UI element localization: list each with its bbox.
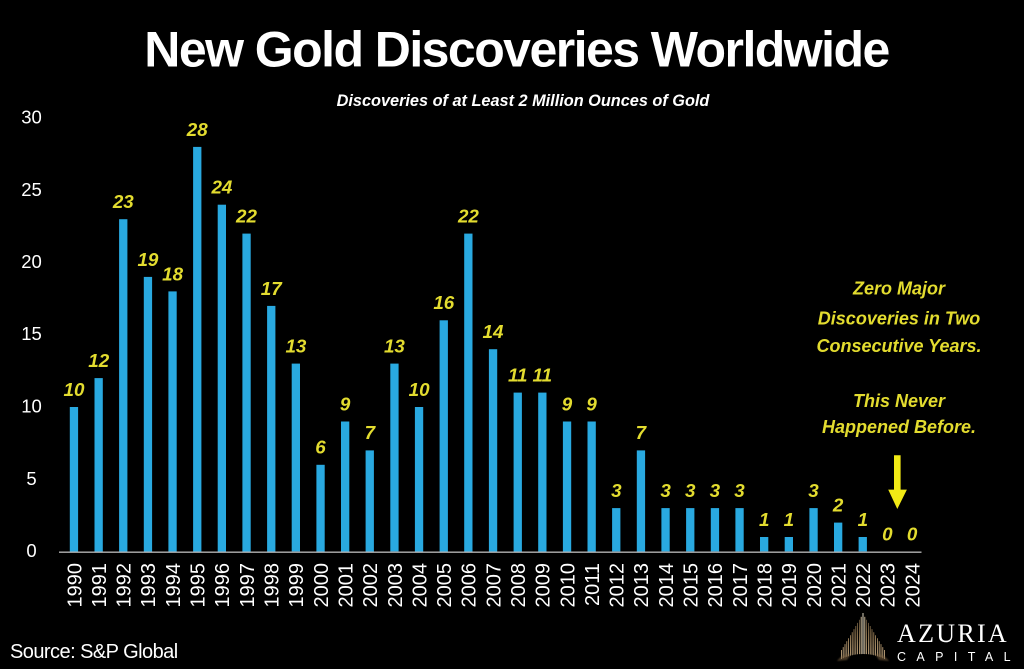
svg-text:AZURIA: AZURIA: [897, 619, 1009, 648]
svg-text:19: 19: [137, 249, 158, 270]
svg-text:1996: 1996: [212, 563, 234, 608]
svg-text:2012: 2012: [607, 563, 629, 608]
svg-text:2023: 2023: [878, 563, 900, 608]
svg-text:Happened Before.: Happened Before.: [822, 417, 976, 437]
svg-text:1994: 1994: [163, 563, 185, 608]
svg-text:This Never: This Never: [853, 391, 946, 411]
svg-text:3: 3: [710, 480, 721, 501]
svg-text:9: 9: [562, 393, 573, 414]
svg-text:1993: 1993: [138, 563, 160, 608]
svg-text:3: 3: [734, 480, 745, 501]
svg-text:2003: 2003: [385, 563, 407, 608]
svg-text:7: 7: [636, 422, 648, 443]
svg-text:1: 1: [759, 509, 769, 530]
svg-text:2002: 2002: [360, 563, 382, 608]
svg-text:2000: 2000: [311, 563, 333, 608]
svg-text:0: 0: [882, 523, 893, 544]
svg-text:Discoveries in Two: Discoveries in Two: [818, 309, 980, 329]
svg-text:15: 15: [21, 323, 42, 344]
svg-text:1995: 1995: [188, 563, 210, 608]
svg-text:1997: 1997: [237, 563, 259, 608]
svg-text:13: 13: [285, 336, 306, 357]
svg-text:30: 30: [21, 107, 42, 128]
svg-text:3: 3: [685, 480, 696, 501]
svg-text:7: 7: [365, 422, 377, 443]
svg-text:2017: 2017: [730, 563, 752, 608]
svg-text:10: 10: [409, 379, 430, 400]
svg-text:5: 5: [26, 468, 36, 489]
svg-text:New Gold Discoveries Worldwide: New Gold Discoveries Worldwide: [144, 22, 889, 78]
svg-text:11: 11: [508, 364, 528, 385]
svg-text:2006: 2006: [459, 563, 481, 608]
svg-text:0: 0: [907, 523, 918, 544]
svg-text:2005: 2005: [434, 563, 456, 608]
svg-text:Source: S&P Global: Source: S&P Global: [10, 641, 178, 663]
svg-text:24: 24: [210, 177, 232, 198]
svg-text:2016: 2016: [705, 563, 727, 608]
svg-text:22: 22: [235, 206, 257, 227]
svg-text:10: 10: [21, 396, 42, 417]
svg-text:25: 25: [21, 179, 42, 200]
svg-text:2007: 2007: [483, 563, 505, 608]
svg-text:12: 12: [88, 350, 109, 371]
svg-text:28: 28: [186, 119, 208, 140]
svg-text:2013: 2013: [631, 563, 653, 608]
svg-text:3: 3: [611, 480, 622, 501]
svg-text:11: 11: [533, 364, 553, 385]
svg-text:2018: 2018: [755, 563, 777, 608]
svg-text:2021: 2021: [828, 563, 850, 608]
svg-text:16: 16: [433, 292, 454, 313]
svg-text:Discoveries of at Least 2 Mill: Discoveries of at Least 2 Million Ounces…: [337, 92, 711, 110]
svg-text:3: 3: [808, 480, 819, 501]
svg-text:23: 23: [112, 191, 134, 212]
svg-text:Zero Major: Zero Major: [852, 279, 946, 299]
svg-text:1991: 1991: [89, 563, 111, 608]
svg-text:9: 9: [586, 393, 597, 414]
svg-text:2: 2: [832, 495, 844, 516]
svg-text:14: 14: [483, 321, 504, 342]
svg-text:1992: 1992: [114, 563, 136, 608]
svg-text:10: 10: [64, 379, 85, 400]
svg-text:0: 0: [26, 540, 36, 561]
svg-text:2020: 2020: [804, 563, 826, 608]
svg-text:1990: 1990: [64, 563, 86, 608]
svg-text:1999: 1999: [286, 563, 308, 608]
svg-text:1998: 1998: [262, 563, 284, 608]
svg-text:2011: 2011: [582, 563, 604, 606]
svg-text:2014: 2014: [656, 563, 678, 608]
svg-text:CAPITAL: CAPITAL: [897, 650, 1021, 664]
svg-text:20: 20: [21, 251, 42, 272]
svg-text:1: 1: [858, 509, 868, 530]
svg-text:18: 18: [162, 263, 183, 284]
svg-text:13: 13: [384, 336, 405, 357]
svg-text:2015: 2015: [681, 563, 703, 608]
svg-text:2001: 2001: [335, 563, 357, 608]
svg-text:9: 9: [340, 393, 351, 414]
svg-text:2024: 2024: [902, 563, 924, 608]
svg-text:22: 22: [457, 206, 479, 227]
svg-text:2019: 2019: [779, 563, 801, 608]
svg-text:2009: 2009: [533, 563, 555, 608]
svg-text:6: 6: [315, 437, 326, 458]
svg-text:2022: 2022: [853, 563, 875, 608]
svg-text:Consecutive Years.: Consecutive Years.: [816, 336, 981, 356]
svg-text:2010: 2010: [557, 563, 579, 608]
svg-text:3: 3: [660, 480, 671, 501]
svg-text:1: 1: [784, 509, 794, 530]
svg-text:2004: 2004: [409, 563, 431, 608]
svg-text:2008: 2008: [508, 563, 530, 608]
svg-text:17: 17: [261, 278, 283, 299]
